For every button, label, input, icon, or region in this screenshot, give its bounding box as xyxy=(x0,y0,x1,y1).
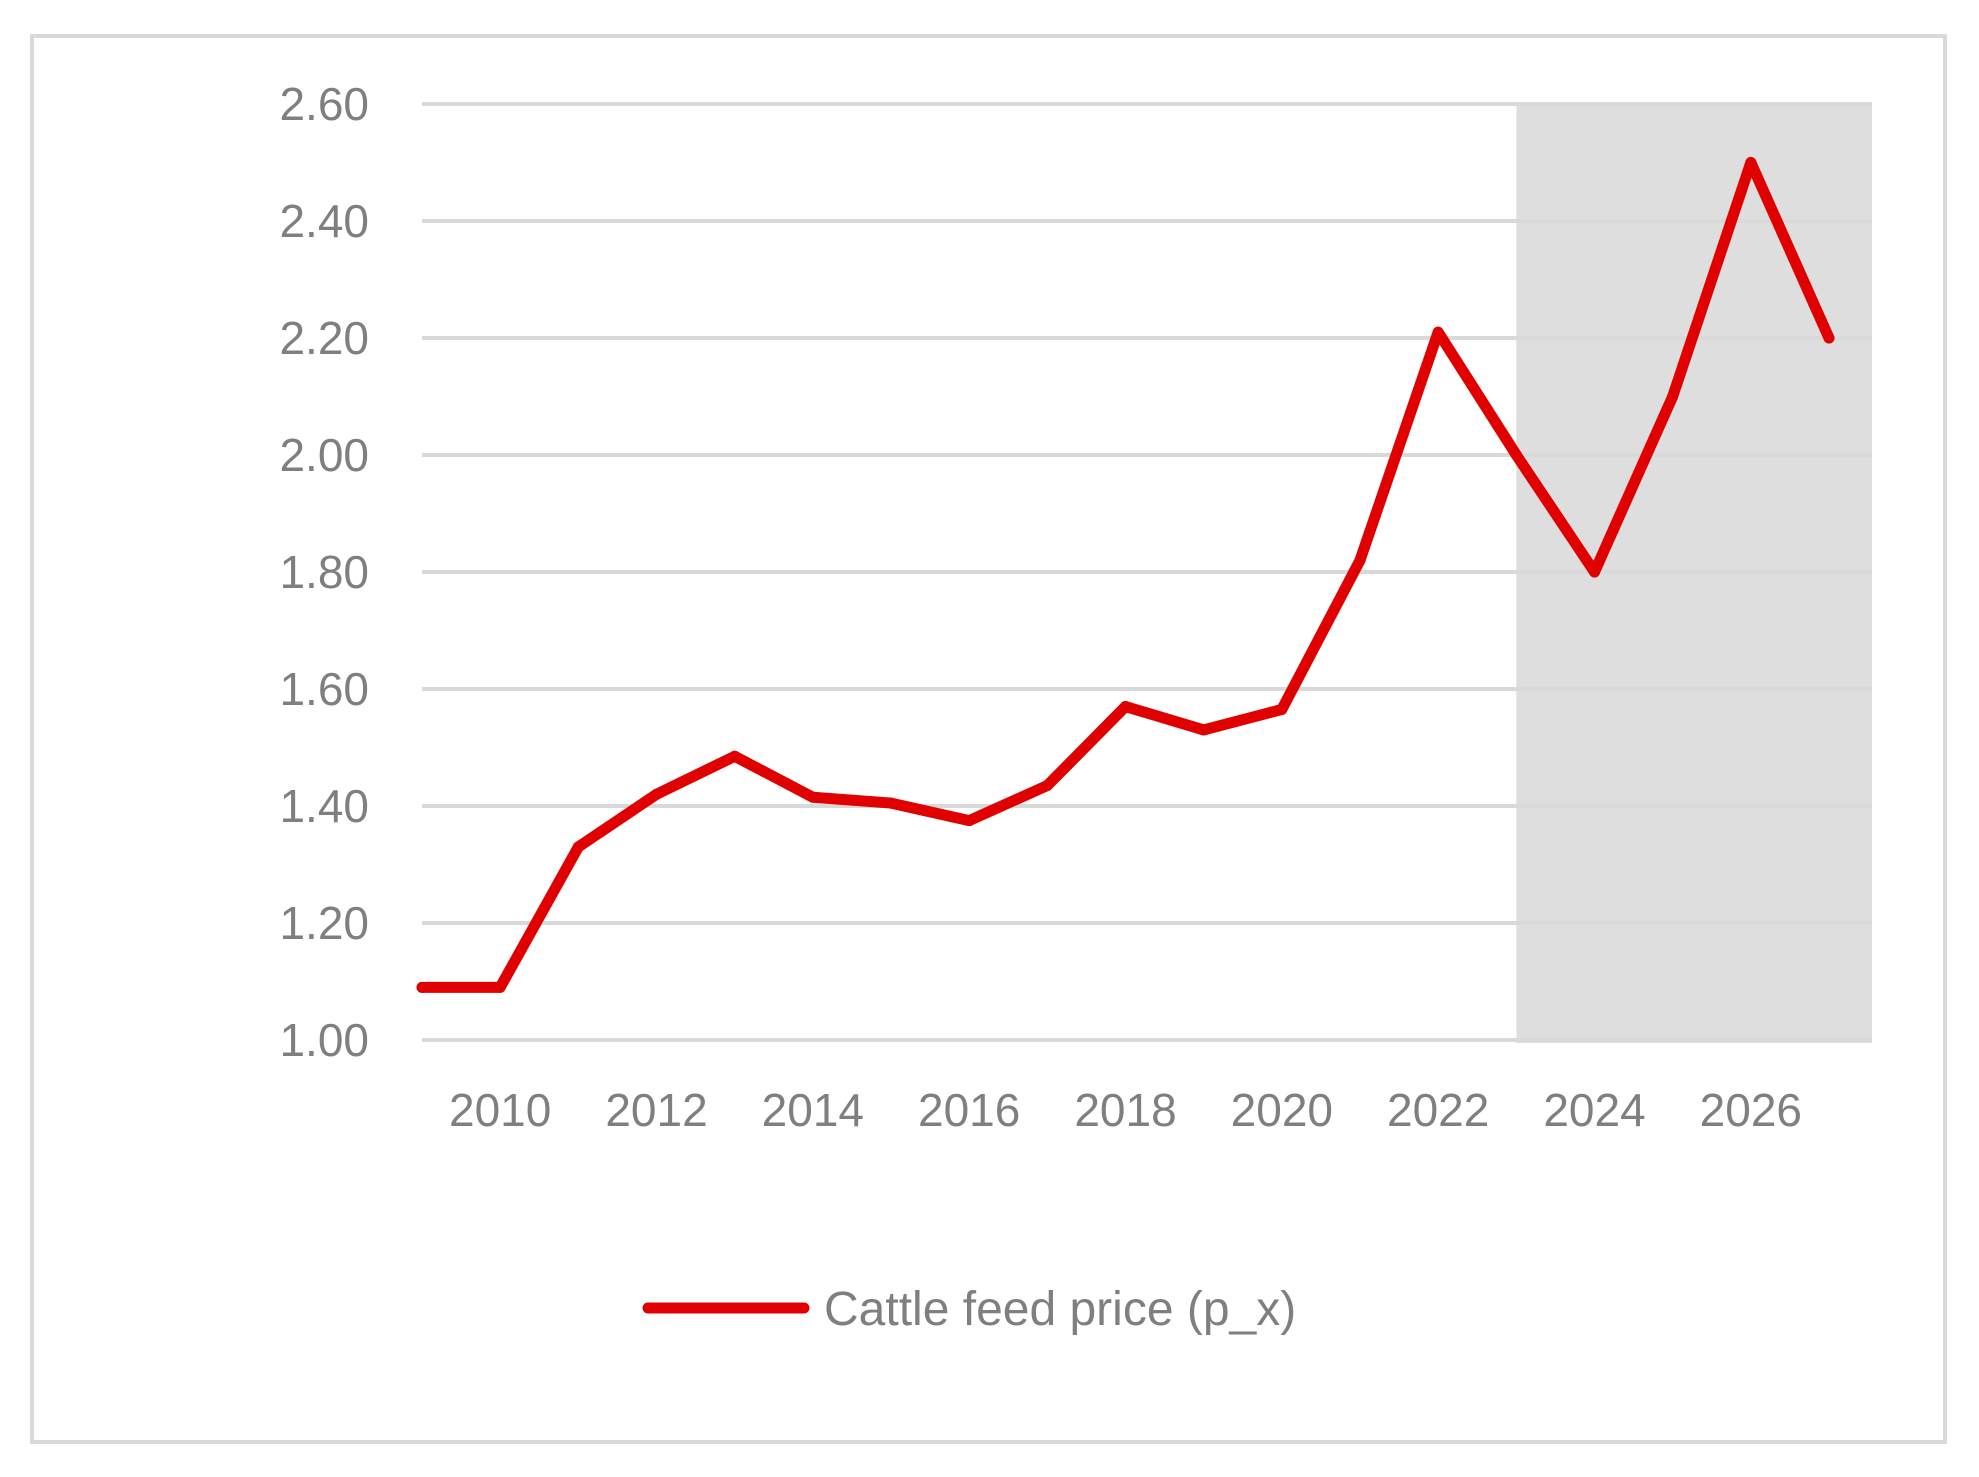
x-tick-label: 2018 xyxy=(1074,1084,1176,1136)
x-axis-ticks: 2010 2012 2014 2016 2018 2020 2022 2024 2026 xyxy=(449,1084,1802,1136)
data-point-2015 xyxy=(885,797,897,809)
gridlines xyxy=(422,102,1872,1042)
x-tick-label: 2026 xyxy=(1700,1084,1802,1136)
legend-label: Cattle feed price (p_x) xyxy=(824,1283,1296,1336)
data-point-2021 xyxy=(1354,554,1366,566)
y-tick-label: 2.60 xyxy=(279,78,369,130)
y-tick-label: 2.00 xyxy=(279,429,369,481)
data-point-2023 xyxy=(1510,449,1522,461)
data-point-2026 xyxy=(1745,157,1757,168)
y-tick-label: 1.80 xyxy=(279,546,369,598)
data-point-2018 xyxy=(1120,701,1131,713)
data-point-2020 xyxy=(1276,703,1288,715)
data-point-2010 xyxy=(494,981,506,993)
data-point-2025 xyxy=(1667,391,1679,402)
data-point-2009 xyxy=(416,981,428,993)
x-tick-label: 2016 xyxy=(918,1084,1020,1136)
legend: Cattle feed price (p_x) xyxy=(642,1283,1296,1336)
data-points xyxy=(416,157,1835,993)
x-tick-label: 2024 xyxy=(1543,1084,1645,1136)
data-point-2022 xyxy=(1432,326,1444,338)
x-tick-label: 2014 xyxy=(762,1084,864,1136)
x-tick-label: 2020 xyxy=(1231,1084,1333,1136)
y-axis-ticks: 1.00 1.20 1.40 1.60 1.80 2.00 2.20 2.40 2.60 xyxy=(279,78,369,1066)
data-point-2024 xyxy=(1589,566,1600,578)
y-tick-label: 2.40 xyxy=(279,195,369,247)
data-point-2017 xyxy=(1041,780,1053,792)
data-point-2014 xyxy=(807,791,819,803)
data-point-2019 xyxy=(1198,724,1210,736)
data-point-2016 xyxy=(963,815,975,827)
y-tick-label: 1.00 xyxy=(279,1014,369,1066)
data-point-2013 xyxy=(729,750,741,762)
y-tick-label: 1.20 xyxy=(279,897,369,949)
data-point-2011 xyxy=(572,841,584,853)
x-tick-label: 2022 xyxy=(1387,1084,1489,1136)
x-tick-label: 2010 xyxy=(449,1084,551,1136)
y-tick-label: 1.40 xyxy=(279,780,369,832)
data-point-2027 xyxy=(1823,332,1835,344)
line-chart: 1.00 1.20 1.40 1.60 1.80 2.00 2.20 2.40 2.60 201… xyxy=(279,78,1872,1336)
chart-frame: 1.00 1.20 1.40 1.60 1.80 2.00 2.20 2.40 2.60 201… xyxy=(30,34,1947,1444)
data-point-2012 xyxy=(651,788,662,800)
y-tick-label: 1.60 xyxy=(279,663,369,715)
x-tick-label: 2012 xyxy=(605,1084,707,1136)
y-tick-label: 2.20 xyxy=(279,312,369,364)
